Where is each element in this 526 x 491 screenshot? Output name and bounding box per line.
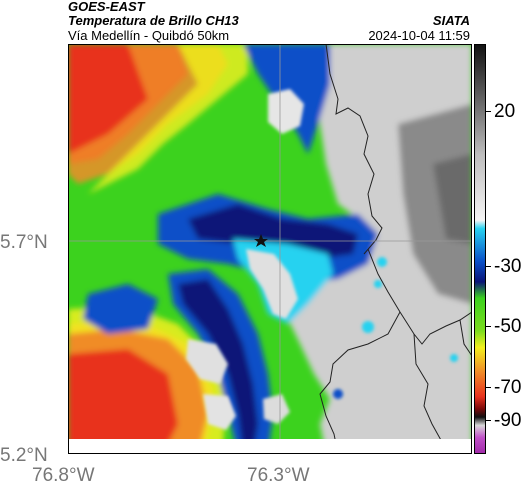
colorbar-tick-mark xyxy=(486,387,491,388)
colorbar-tick-neg70: -70 xyxy=(494,377,522,398)
colorbar-gradient xyxy=(474,44,486,454)
dark-gray-patch xyxy=(398,104,472,304)
colorbar-tick-mark xyxy=(486,326,491,327)
lat-tick-label: 5.2°N xyxy=(0,445,48,466)
orange-region-top xyxy=(68,44,228,184)
colorbar-tick-20: 20 xyxy=(494,101,516,122)
navy-cluster-center xyxy=(188,204,358,259)
lat-tick-label: 5.7°N xyxy=(0,232,48,253)
cloud-top-north xyxy=(268,89,304,134)
colorbar-tick-mark xyxy=(486,111,491,112)
cloud-top-center xyxy=(246,249,298,319)
cyan-spot-3 xyxy=(362,321,374,333)
cloud-top-south-2 xyxy=(203,394,236,430)
orange-region-bottom xyxy=(68,319,213,454)
boundary-line-5 xyxy=(459,319,472,357)
cloud-top-south-3 xyxy=(263,394,290,424)
brightness-temperature-map xyxy=(68,44,472,454)
colorbar-tick-neg90: -90 xyxy=(494,410,522,431)
datetime-label: 2024-10-04 11:59 xyxy=(368,28,470,43)
darker-gray-core xyxy=(433,154,472,244)
cyan-spot-2 xyxy=(374,280,382,288)
map-frame xyxy=(68,44,472,454)
cloud-top-south-1 xyxy=(186,339,228,384)
colorbar-tick-neg30: -30 xyxy=(494,256,522,277)
bottom-mask xyxy=(68,439,472,454)
cyan-spot-4 xyxy=(450,354,458,362)
blue-west-patch xyxy=(83,284,158,334)
location-star-icon xyxy=(254,234,268,247)
colorbar-tick-mark xyxy=(486,420,491,421)
region-subtitle: Vía Medellín - Quibdó 50km xyxy=(68,28,230,43)
boundary-line-2 xyxy=(367,248,472,345)
cyan-spot-1 xyxy=(377,257,387,267)
boundary-line-3 xyxy=(319,311,401,454)
boundary-line xyxy=(325,44,383,255)
colorbar-tick-neg50: -50 xyxy=(494,316,522,337)
yellow-band-top xyxy=(88,44,248,194)
colorbar-tick-mark xyxy=(486,266,491,267)
satellite-title: GOES-EAST xyxy=(68,0,145,14)
cyan-spot-5 xyxy=(333,389,343,399)
colorbar xyxy=(474,44,486,454)
lon-tick-label: 76.3°W xyxy=(247,465,310,486)
org-label: SIATA xyxy=(432,13,470,28)
lon-tick-label: 76.8°W xyxy=(32,465,95,486)
product-title: Temperatura de Brillo CH13 xyxy=(68,13,239,28)
colorbar-frame xyxy=(474,44,486,454)
navy-band-south xyxy=(178,279,258,454)
